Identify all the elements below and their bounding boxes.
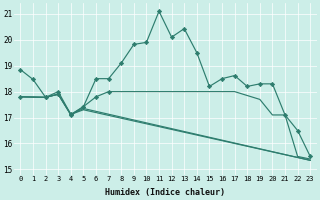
X-axis label: Humidex (Indice chaleur): Humidex (Indice chaleur) <box>105 188 225 197</box>
